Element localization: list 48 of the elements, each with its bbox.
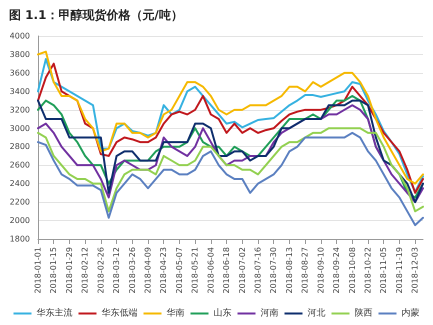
legend-label: 山东 bbox=[214, 308, 232, 318]
x-tick-label: 2018-02-26 bbox=[96, 247, 106, 294]
legend-label: 华南 bbox=[166, 308, 184, 318]
x-tick-label: 2018-01-15 bbox=[49, 247, 58, 294]
line-series bbox=[37, 127, 424, 212]
x-tick-label: 2018-06-04 bbox=[206, 247, 216, 294]
line-series bbox=[37, 132, 424, 226]
x-tick-label: 2018-03-26 bbox=[128, 247, 137, 294]
x-tick-label: 2018-01-29 bbox=[64, 247, 74, 294]
y-tick-label: 2600 bbox=[10, 160, 30, 170]
legend-label: 华东低端 bbox=[102, 308, 138, 318]
y-tick-label: 2400 bbox=[10, 179, 30, 188]
x-tick-label: 2018-08-27 bbox=[300, 247, 310, 294]
y-tick-label: 2200 bbox=[10, 198, 30, 207]
y-tick-label: 3600 bbox=[10, 68, 30, 78]
y-tick-label: 2800 bbox=[10, 142, 30, 152]
chart-title: 图 1.1：甲醇现货价格（元/吨） bbox=[9, 8, 183, 22]
legend-label: 河南 bbox=[260, 308, 278, 318]
x-tick-label: 2018-12-03 bbox=[410, 247, 420, 294]
legend-label: 河北 bbox=[308, 308, 326, 318]
x-tick-label: 2018-06-18 bbox=[222, 247, 232, 294]
x-tick-label: 2018-05-21 bbox=[190, 247, 200, 294]
y-tick-label: 3200 bbox=[10, 105, 30, 114]
y-tick-label: 3800 bbox=[10, 50, 30, 59]
y-tick-label: 1800 bbox=[10, 234, 30, 244]
x-tick-label: 2018-05-07 bbox=[174, 247, 184, 294]
y-tick-label: 3400 bbox=[10, 86, 30, 96]
x-tick-label: 2018-02-12 bbox=[80, 247, 90, 294]
legend-label: 内蒙 bbox=[402, 308, 420, 318]
x-tick-label: 2018-04-23 bbox=[159, 247, 168, 294]
x-tick-label: 2018-03-12 bbox=[112, 247, 122, 294]
x-tick-label: 2018-07-16 bbox=[254, 247, 262, 294]
x-tick-label: 2018-04-09 bbox=[144, 247, 152, 294]
x-tick-label: 2018-08-13 bbox=[284, 247, 294, 294]
x-tick-label: 2018-01-01 bbox=[34, 247, 42, 294]
y-tick-label: 4000 bbox=[10, 32, 30, 40]
x-tick-label: 2018-09-24 bbox=[332, 247, 342, 294]
x-tick-label: 2018-07-30 bbox=[269, 247, 278, 294]
y-tick-label: 2000 bbox=[10, 216, 30, 226]
x-tick-label: 2018-09-10 bbox=[316, 247, 326, 294]
legend-label: 华东主流 bbox=[36, 308, 72, 318]
y-tick-label: 3000 bbox=[10, 124, 30, 133]
x-tick-label: 2018-11-05 bbox=[379, 247, 388, 294]
x-tick-label: 2018-07-02 bbox=[238, 247, 247, 294]
x-tick-label: 2018-10-08 bbox=[348, 247, 357, 294]
x-tick-label: 2018-11-19 bbox=[394, 247, 404, 294]
legend-label: 陕西 bbox=[354, 308, 372, 318]
x-tick-label: 2018-10-22 bbox=[364, 247, 372, 294]
